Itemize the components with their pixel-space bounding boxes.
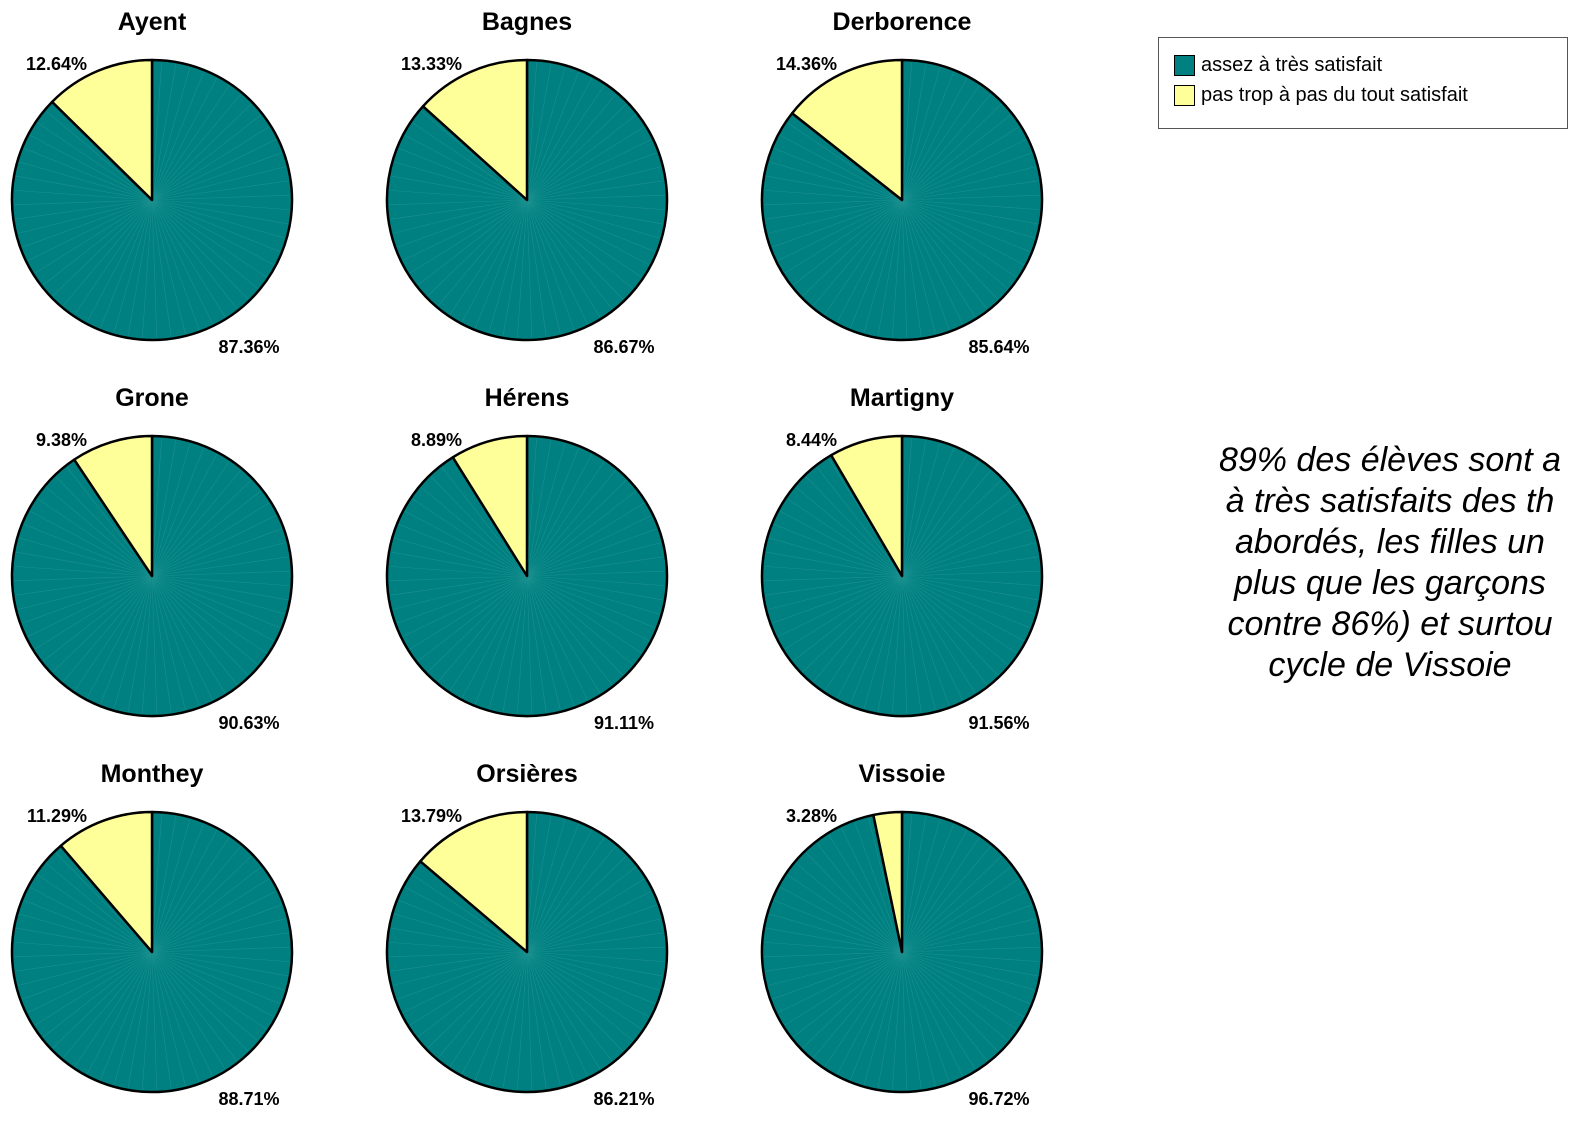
pie-slice-texture — [14, 814, 290, 1090]
summary-note-line: contre 86%) et surtou — [1227, 605, 1553, 643]
legend-swatch-unsatisfied — [1174, 84, 1195, 106]
pie-slice-satisfied — [385, 810, 669, 1094]
pie-slice-texture — [14, 62, 290, 338]
pie-slice-unsatisfied — [59, 810, 154, 954]
pie-label-unsatisfied: 12.64% — [26, 54, 87, 74]
pie-title: Ayent — [118, 8, 187, 36]
pie-label-satisfied: 86.21% — [593, 1089, 654, 1109]
pie-monthey: Monthey 11.29% 88.71% — [10, 760, 294, 1109]
pie-title: Martigny — [850, 384, 954, 412]
pie-label-satisfied: 87.36% — [218, 337, 279, 357]
legend: assez à très satisfait pas trop à pas du… — [1158, 37, 1568, 129]
pie-label-satisfied: 85.64% — [968, 337, 1029, 357]
pie-slice-texture — [764, 62, 1040, 338]
pie-slice-unsatisfied — [421, 58, 529, 202]
pie-label-unsatisfied: 14.36% — [776, 54, 837, 74]
pie-label-satisfied: 96.72% — [968, 1089, 1029, 1109]
legend-item-satisfied: assez à très satisfait — [1174, 50, 1567, 80]
pie-slice-unsatisfied — [451, 434, 529, 578]
pie-title: Bagnes — [482, 8, 572, 36]
legend-swatch-satisfied — [1174, 54, 1195, 76]
pie-label-unsatisfied: 8.44% — [786, 430, 837, 450]
pie-slice-texture — [14, 438, 290, 714]
pie-vissoie: Vissoie 3.28% 96.72% — [760, 760, 1044, 1109]
summary-note: 89% des élèves sont a à très satisfaits … — [1110, 440, 1581, 686]
legend-label-satisfied: assez à très satisfait — [1201, 53, 1383, 76]
pie-slice-unsatisfied — [72, 434, 154, 578]
pie-slice-unsatisfied — [419, 810, 529, 954]
pie-label-unsatisfied: 13.79% — [401, 806, 462, 826]
legend-item-unsatisfied: pas trop à pas du tout satisfait — [1174, 80, 1567, 110]
pie-label-unsatisfied: 8.89% — [411, 430, 462, 450]
summary-note-line: plus que les garçons — [1234, 564, 1546, 602]
pie-label-unsatisfied: 3.28% — [786, 806, 837, 826]
pie-slice-texture — [389, 814, 665, 1090]
pie-slice-unsatisfied — [790, 58, 904, 202]
pie-label-unsatisfied: 11.29% — [27, 806, 87, 826]
pie-slice-texture — [764, 438, 1040, 714]
pie-label-unsatisfied: 9.38% — [36, 430, 87, 450]
pie-slice-unsatisfied — [829, 434, 904, 578]
pie-orsieres: Orsières 13.79% 86.21% — [385, 760, 669, 1109]
pie-herens: Hérens 8.89% 91.11% — [385, 384, 669, 733]
pie-slice-texture — [764, 814, 1040, 1090]
pie-slice-texture — [389, 438, 665, 714]
pie-title: Monthey — [101, 760, 204, 788]
pie-slice-satisfied — [10, 58, 294, 342]
pie-martigny: Martigny 8.44% 91.56% — [760, 384, 1044, 733]
pie-title: Hérens — [485, 384, 570, 412]
pie-bagnes: Bagnes 13.33% 86.67% — [385, 8, 669, 357]
pie-title: Orsières — [476, 760, 577, 788]
pie-derborence: Derborence 14.36% 85.64% — [760, 8, 1044, 357]
legend-label-unsatisfied: pas trop à pas du tout satisfait — [1201, 83, 1468, 106]
pie-title: Grone — [115, 384, 189, 412]
summary-note-line: à très satisfaits des th — [1225, 482, 1555, 520]
pie-ayent: Ayent 12.64% 87.36% — [10, 8, 294, 357]
pie-title: Derborence — [833, 8, 972, 36]
pie-title: Vissoie — [858, 760, 945, 788]
pie-slice-unsatisfied — [872, 810, 904, 954]
pie-label-satisfied: 91.11% — [594, 713, 654, 733]
pie-label-satisfied: 90.63% — [218, 713, 279, 733]
pie-label-satisfied: 91.56% — [968, 713, 1029, 733]
summary-note-line: 89% des élèves sont a — [1218, 441, 1562, 479]
pie-label-satisfied: 88.71% — [218, 1089, 279, 1109]
pie-slice-unsatisfied — [50, 58, 154, 202]
summary-note-line: abordés, les filles un — [1235, 523, 1545, 561]
summary-note-line: cycle de Vissoie — [1268, 646, 1512, 684]
pie-label-unsatisfied: 13.33% — [401, 54, 462, 74]
pie-grone: Grone 9.38% 90.63% — [10, 384, 294, 733]
pie-label-satisfied: 86.67% — [593, 337, 654, 357]
